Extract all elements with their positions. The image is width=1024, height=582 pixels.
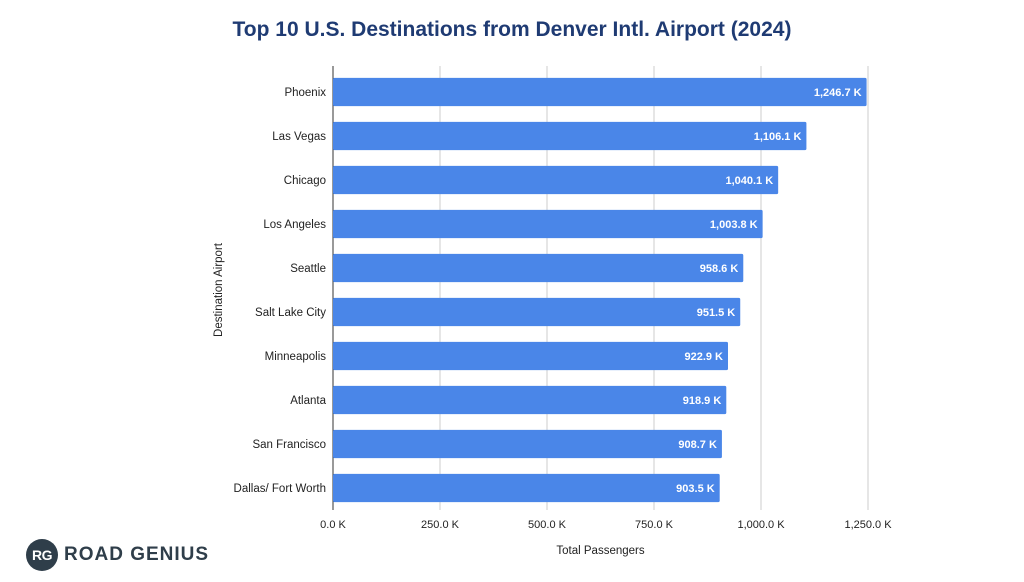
category-label: Seattle — [290, 263, 326, 275]
x-axis-title: Total Passengers — [556, 545, 644, 557]
road-genius-logo: RG ROAD GENIUS — [26, 538, 209, 572]
category-label: San Francisco — [252, 439, 326, 451]
data-label: 918.9 K — [683, 395, 722, 407]
data-label: 1,106.1 K — [754, 131, 802, 143]
bar — [333, 385, 727, 415]
x-tick-labels: 0.0 K 250.0 K 500.0 K 750.0 K 1,000.0 K 1,250… — [320, 519, 892, 531]
bar — [333, 165, 779, 195]
bar — [333, 209, 763, 239]
data-label: 908.7 K — [678, 439, 717, 451]
category-label: Salt Lake City — [255, 307, 326, 319]
bar — [333, 473, 720, 503]
x-tick-label: 500.0 K — [528, 519, 567, 531]
y-axis-title: Destination Airport — [213, 242, 225, 337]
x-tick-label: 750.0 K — [635, 519, 674, 531]
logo-text: ROAD GENIUS — [64, 544, 210, 565]
data-label: 903.5 K — [676, 483, 715, 495]
bar — [333, 253, 744, 283]
bar — [333, 121, 807, 151]
data-label: 1,246.7 K — [814, 87, 862, 99]
category-label: Las Vegas — [272, 131, 326, 143]
bar — [333, 77, 867, 107]
data-label: 958.6 K — [700, 263, 739, 275]
x-tick-label: 1,000.0 K — [737, 519, 785, 531]
category-label: Dallas/ Fort Worth — [234, 483, 326, 495]
category-labels: Phoenix Las Vegas Chicago Los Angeles Seattl… — [234, 87, 327, 495]
x-tick-label: 250.0 K — [421, 519, 460, 531]
data-label: 922.9 K — [684, 351, 723, 363]
data-label: 1,003.8 K — [710, 219, 758, 231]
category-label: Minneapolis — [265, 351, 327, 363]
bar — [333, 429, 722, 459]
bar — [333, 297, 741, 327]
x-tick-label: 0.0 K — [320, 519, 346, 531]
x-tick-label: 1,250.0 K — [844, 519, 892, 531]
category-label: Los Angeles — [263, 219, 326, 231]
category-label: Atlanta — [290, 395, 326, 407]
data-label: 1,040.1 K — [725, 175, 773, 187]
category-label: Phoenix — [284, 87, 326, 99]
bars: 1,246.7 K 1,106.1 K 1,040.1 K 1,003.8 K 958.… — [333, 77, 867, 503]
category-label: Chicago — [284, 175, 326, 187]
bar — [333, 341, 729, 371]
chart-title: Top 10 U.S. Destinations from Denver Int… — [232, 18, 792, 41]
logo-badge: RG — [26, 539, 58, 571]
data-label: 951.5 K — [697, 307, 736, 319]
